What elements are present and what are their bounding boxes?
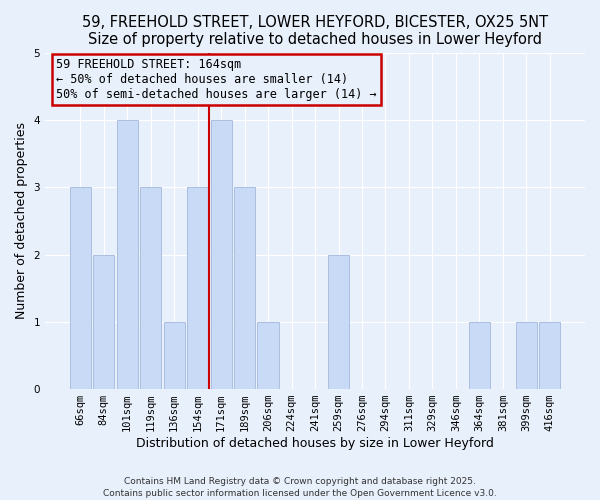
Bar <box>70 188 91 389</box>
Bar <box>257 322 278 389</box>
Y-axis label: Number of detached properties: Number of detached properties <box>15 122 28 320</box>
Bar <box>328 254 349 389</box>
Text: Contains HM Land Registry data © Crown copyright and database right 2025.
Contai: Contains HM Land Registry data © Crown c… <box>103 476 497 498</box>
Bar <box>516 322 537 389</box>
X-axis label: Distribution of detached houses by size in Lower Heyford: Distribution of detached houses by size … <box>136 437 494 450</box>
Bar <box>234 188 255 389</box>
Bar <box>469 322 490 389</box>
Text: 59 FREEHOLD STREET: 164sqm
← 50% of detached houses are smaller (14)
50% of semi: 59 FREEHOLD STREET: 164sqm ← 50% of deta… <box>56 58 376 101</box>
Title: 59, FREEHOLD STREET, LOWER HEYFORD, BICESTER, OX25 5NT
Size of property relative: 59, FREEHOLD STREET, LOWER HEYFORD, BICE… <box>82 15 548 48</box>
Bar <box>211 120 232 389</box>
Bar <box>93 254 114 389</box>
Bar <box>116 120 137 389</box>
Bar <box>164 322 185 389</box>
Bar <box>140 188 161 389</box>
Bar <box>187 188 208 389</box>
Bar <box>539 322 560 389</box>
